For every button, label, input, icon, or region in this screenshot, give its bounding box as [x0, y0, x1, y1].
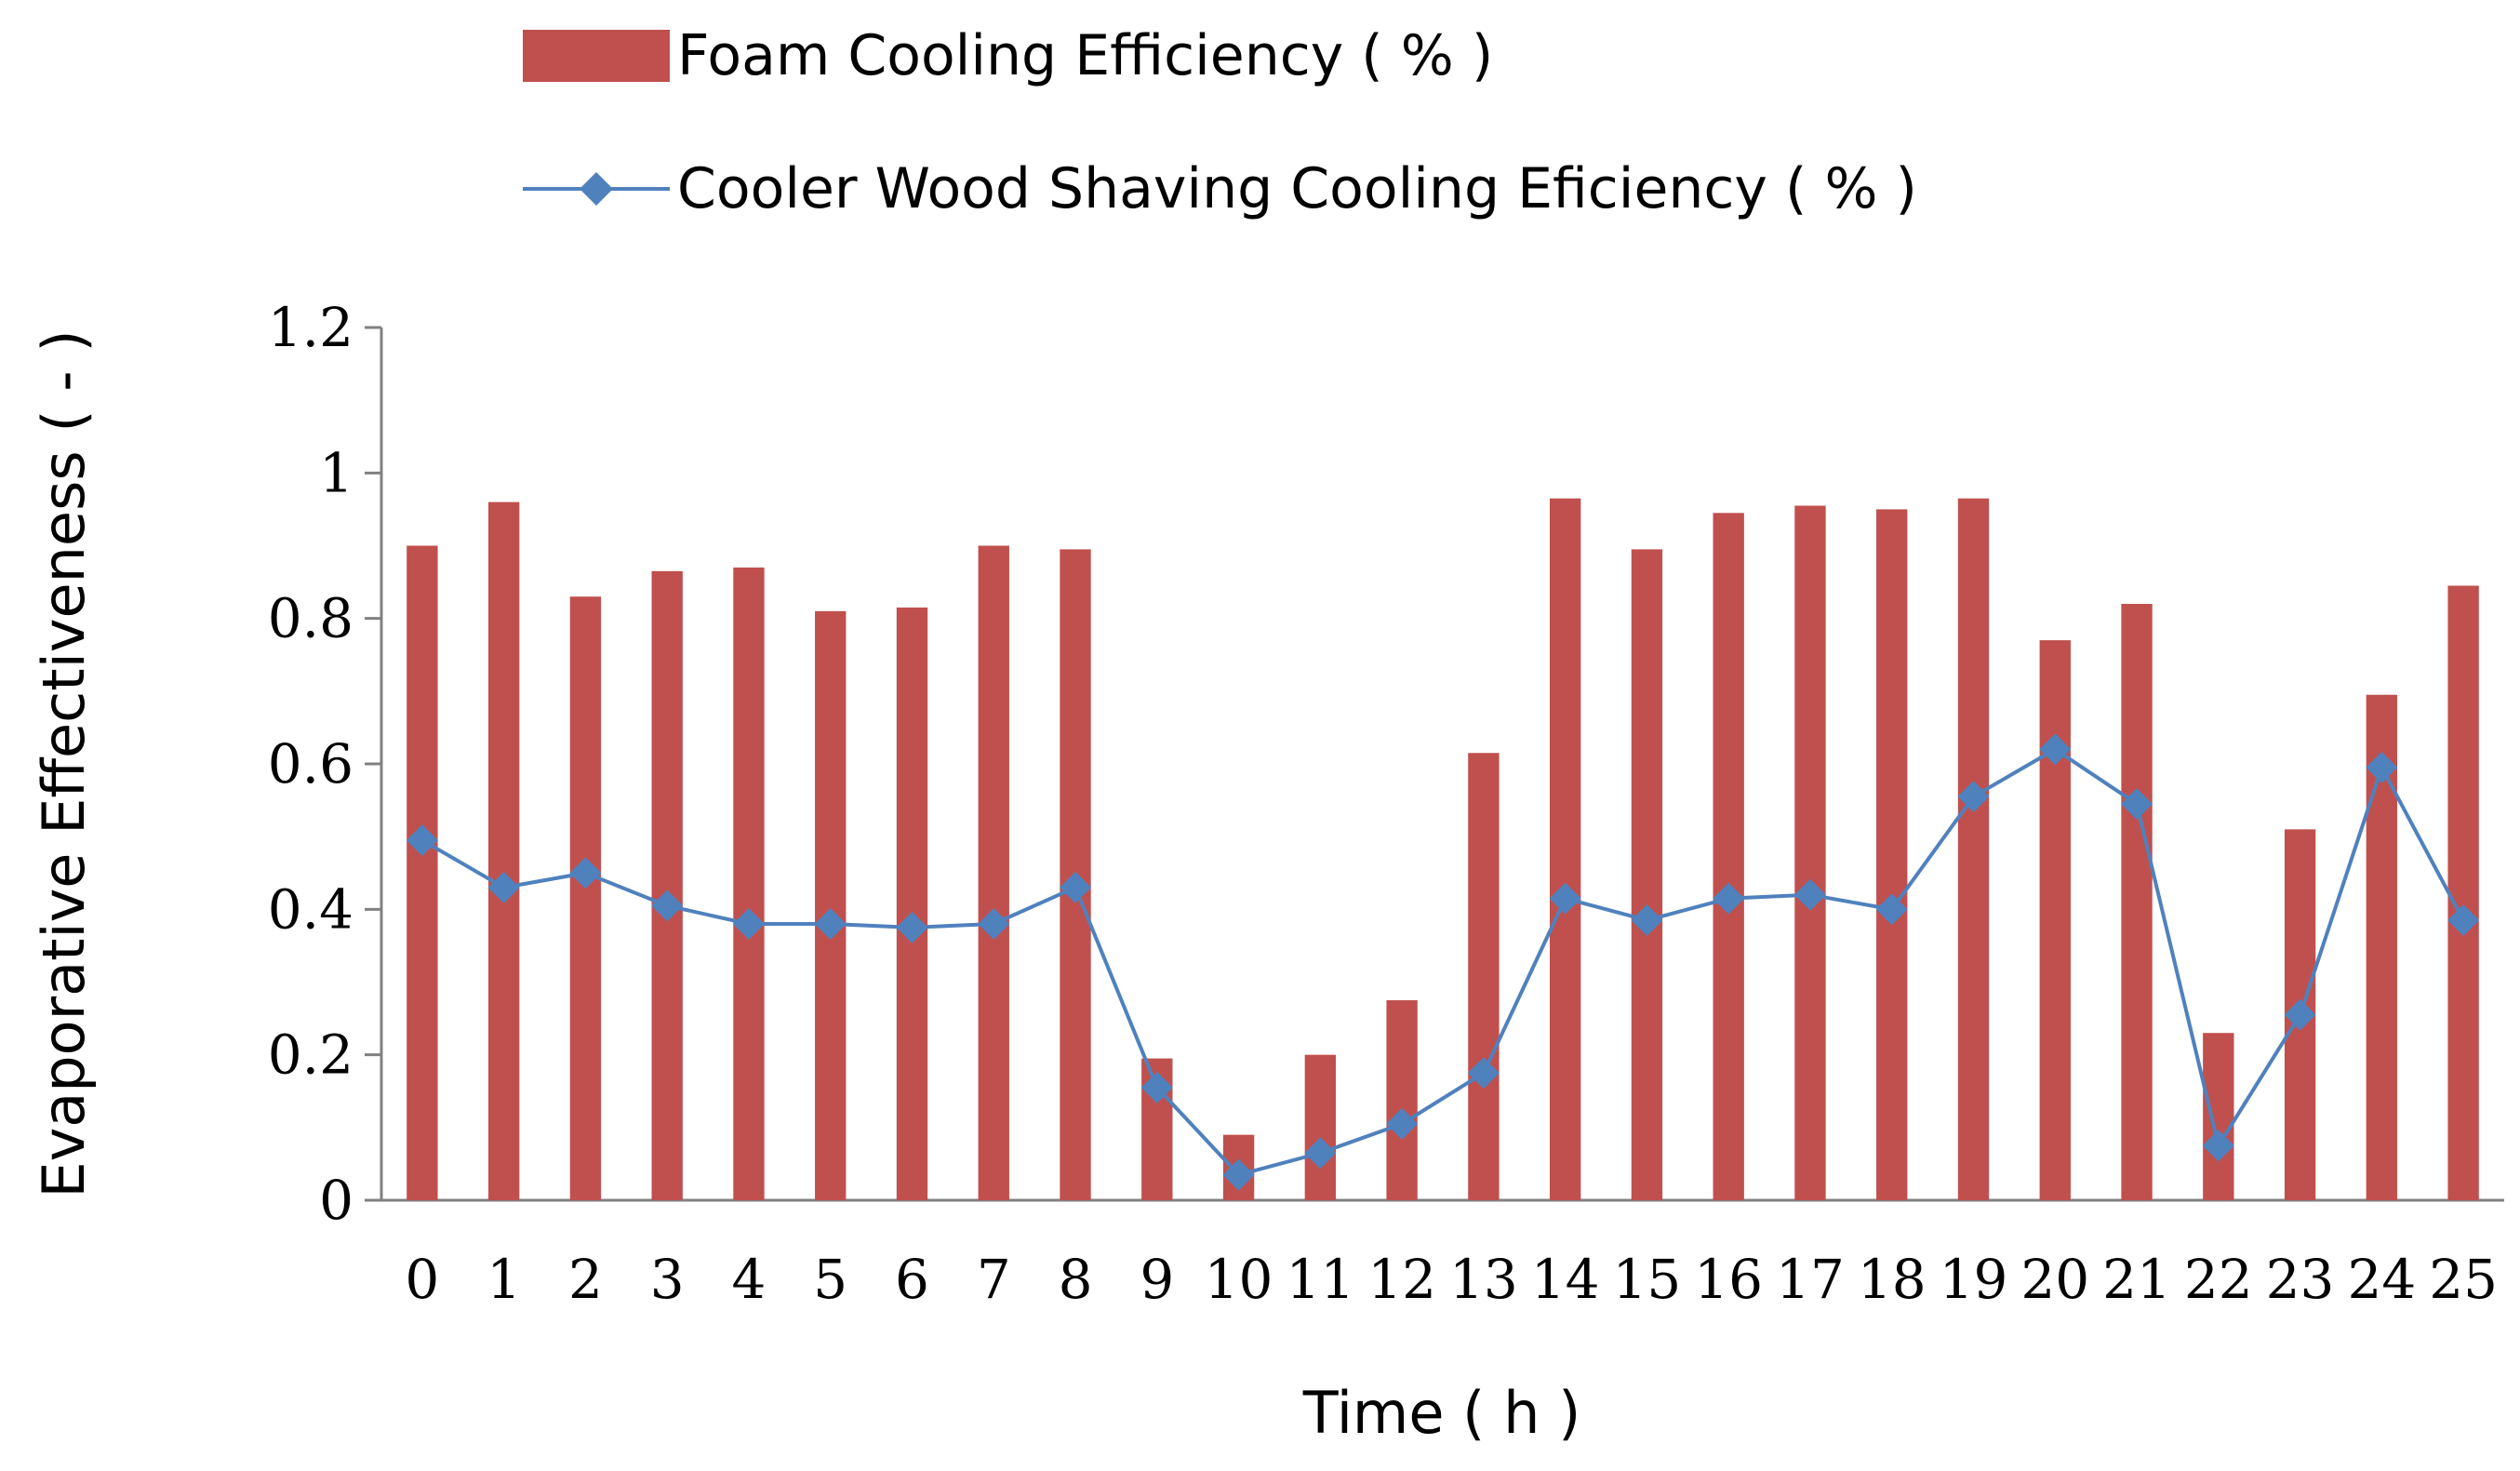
wood-shaving-point [1386, 1107, 1419, 1140]
wood-shaving-point [651, 889, 684, 922]
y-tick-labels: 0 0.2 0.4 0.6 0.8 1 1.2 [268, 296, 353, 1232]
foam-bar [2203, 1033, 2234, 1200]
x-tick-label: 3 [650, 1248, 685, 1311]
y-tick-label: 1 [319, 441, 353, 504]
foam-bar [2039, 640, 2071, 1200]
x-tick-label: 5 [813, 1248, 847, 1311]
foam-bar [978, 545, 1009, 1200]
foam-bar [1713, 513, 1744, 1200]
x-tick-label: 23 [2266, 1248, 2335, 1311]
wood-shaving-point [732, 907, 765, 940]
x-tick-label: 4 [732, 1248, 767, 1311]
wood-shaving-point [1875, 893, 1908, 926]
wood-shaving-line [420, 747, 2465, 1177]
wood-shaving-point [406, 824, 438, 857]
y-tick-label: 0 [319, 1169, 353, 1232]
x-tick-label: 20 [2020, 1248, 2089, 1311]
wood-shaving-point [1467, 1057, 1500, 1090]
foam-bar [487, 501, 520, 1200]
wood-shaving-point [2447, 904, 2480, 937]
foam-bar [1549, 498, 1581, 1200]
wood-shaving-point [1549, 882, 1581, 915]
foam-bar [2447, 585, 2479, 1200]
wood-shaving-point [487, 871, 520, 903]
wood-shaving-point [1222, 1158, 1255, 1191]
legend-marker-icon [580, 172, 613, 206]
y-tick-label: 0.6 [268, 732, 353, 796]
wood-shaving-point [1060, 871, 1092, 903]
axes: 00.20.40.60.811.2 0 1 2 3 4 5 6 7 8 9 10 11 12 13 14 15… [268, 296, 2504, 1311]
wood-shaving-point [1631, 904, 1663, 937]
foam-bar [569, 596, 602, 1200]
legend-bar-swatch [523, 30, 670, 82]
wood-shaving-point [569, 857, 602, 889]
wood-shaving-point [2284, 998, 2316, 1031]
x-tick-label: 22 [2184, 1248, 2253, 1311]
x-tick-label: 16 [1694, 1248, 1763, 1311]
foam-bar [1957, 498, 1990, 1200]
x-tick-label: 18 [1858, 1248, 1927, 1311]
y-tick-marks [365, 326, 381, 1202]
x-tick-label: 17 [1776, 1248, 1845, 1311]
x-axis-title: Time ( h ) [1302, 1379, 1581, 1447]
x-tick-label: 13 [1449, 1248, 1518, 1311]
wood-shaving-point [2202, 1130, 2234, 1162]
y-tick-label: 0.4 [268, 877, 353, 941]
legend-label-wood: Cooler Wood Shaving Cooling Eficiency ( … [677, 156, 1917, 221]
y-tick-label: 1.2 [268, 296, 353, 359]
foam-bar [733, 567, 765, 1200]
x-tick-label: 19 [1940, 1248, 2008, 1311]
x-tick-label: 1 [487, 1248, 521, 1311]
legend: Foam Cooling Efficiency ( % ) Cooler Woo… [523, 23, 1917, 221]
x-tick-label: 6 [895, 1248, 929, 1311]
wood-shaving-point [1713, 882, 1745, 915]
x-tick-label: 24 [2347, 1248, 2416, 1311]
wood-shaving-markers [406, 733, 2480, 1191]
x-tick-label: 14 [1531, 1248, 1600, 1311]
wood-shaving-point [2121, 787, 2153, 820]
foam-bar [1304, 1054, 1337, 1200]
wood-shaving-point [2039, 733, 2072, 766]
x-tick-label: 2 [568, 1248, 603, 1311]
x-tick-label: 12 [1367, 1248, 1436, 1311]
foam-bar [1631, 549, 1663, 1200]
wood-shaving-point [1957, 781, 1990, 813]
foam-bar [1468, 753, 1500, 1200]
x-tick-label: 7 [977, 1248, 1011, 1311]
wood-shaving-point [814, 907, 847, 940]
x-tick-labels: 0 1 2 3 4 5 6 7 8 9 10 11 12 13 14 15 16 17 18 19 20 21 22 23 24… [405, 1248, 2498, 1311]
wood-shaving-point [2366, 751, 2398, 783]
foam-bar [407, 545, 438, 1200]
wood-shaving-point [978, 907, 1010, 940]
x-tick-label: 8 [1059, 1248, 1093, 1311]
foam-bar [1386, 1000, 1418, 1200]
y-tick-label: 0.8 [268, 587, 353, 650]
y-tick-label: 0.2 [268, 1023, 353, 1087]
foam-bar [1876, 509, 1908, 1200]
wood-shaving-point [1304, 1137, 1337, 1170]
x-tick-label: 25 [2429, 1248, 2498, 1311]
x-tick-label: 11 [1286, 1248, 1354, 1311]
legend-label-foam: Foam Cooling Efficiency ( % ) [677, 23, 1493, 88]
x-tick-label: 15 [1613, 1248, 1682, 1311]
foam-bars [407, 498, 2479, 1200]
foam-bar [651, 570, 683, 1200]
x-tick-label: 10 [1205, 1248, 1273, 1311]
y-axis-title: Evaporative Effectiveness ( - ) [30, 329, 98, 1197]
foam-bar [1794, 505, 1826, 1200]
x-tick-label: 0 [405, 1248, 439, 1311]
foam-bar [815, 610, 847, 1200]
x-tick-label: 9 [1140, 1248, 1174, 1311]
wood-shaving-series [420, 747, 2465, 1177]
foam-bar [896, 607, 928, 1200]
wood-shaving-point [1793, 878, 1826, 911]
x-tick-label: 21 [2102, 1248, 2171, 1311]
foam-bar [2121, 604, 2153, 1200]
wood-shaving-point [1140, 1071, 1173, 1103]
wood-shaving-point [896, 911, 928, 943]
